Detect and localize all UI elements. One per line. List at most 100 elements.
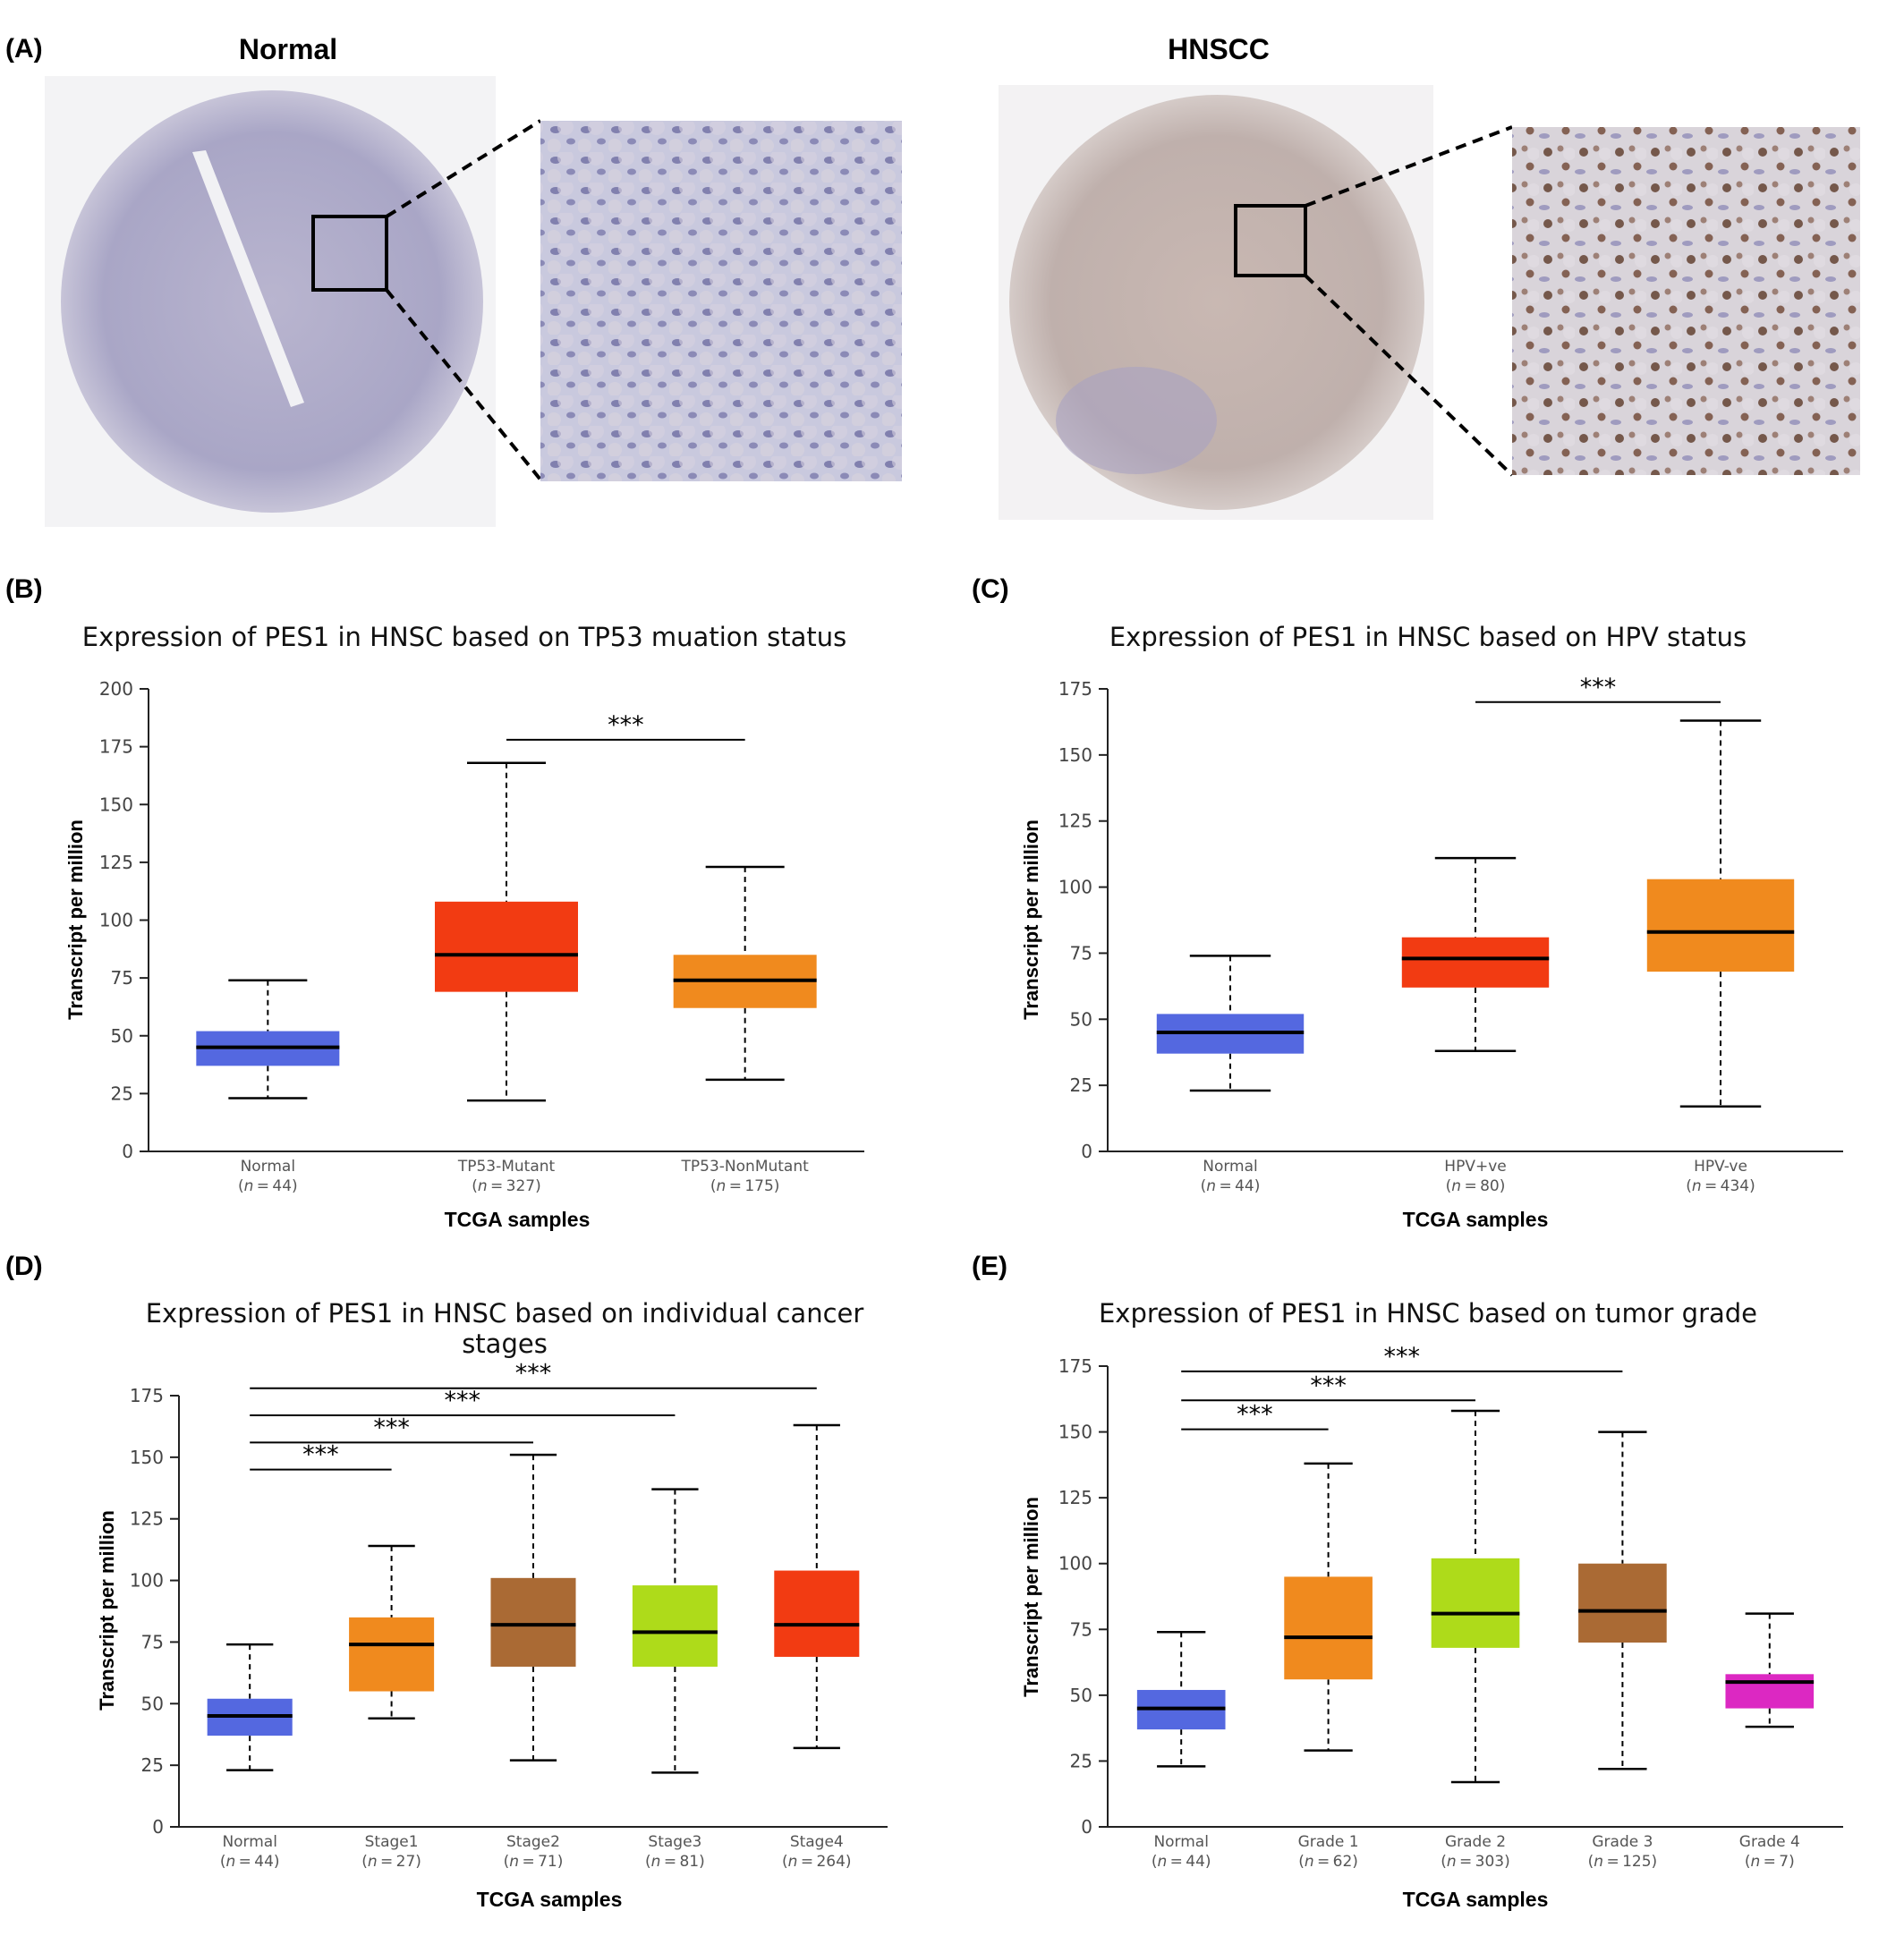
panel-label-c: (C) <box>972 574 1009 604</box>
box-1 <box>349 1544 435 1720</box>
y-axis-label: Transcript per million <box>64 819 87 1020</box>
category-label: Stage4 <box>790 1833 844 1851</box>
y-tick-label: 100 <box>130 1570 164 1592</box>
chart-title-line: stages <box>462 1329 548 1359</box>
significance-label: *** <box>302 1441 339 1469</box>
y-tick-label: 125 <box>130 1508 164 1530</box>
box-3 <box>632 1488 718 1774</box>
box-4 <box>1725 1612 1815 1728</box>
category-label: Stage2 <box>506 1833 560 1851</box>
y-tick-label: 175 <box>99 736 133 758</box>
significance-label: *** <box>1237 1401 1273 1429</box>
n-label: (n = 44) <box>220 1853 280 1871</box>
iqr-box <box>1578 1563 1667 1643</box>
category-label: Grade 2 <box>1445 1833 1506 1851</box>
normal-zoom-image <box>540 121 902 481</box>
iqr-box <box>349 1617 435 1692</box>
category-label: HPV-ve <box>1694 1158 1747 1176</box>
n-label: (n = 71) <box>504 1853 564 1871</box>
n-label: (n = 27) <box>361 1853 421 1871</box>
category-label: Normal <box>241 1158 296 1176</box>
y-tick-label: 25 <box>1070 1750 1092 1771</box>
iqr-box <box>1401 937 1550 988</box>
box-0 <box>207 1643 293 1771</box>
box-1 <box>1284 1462 1373 1752</box>
iqr-box <box>1431 1558 1520 1648</box>
n-label: (n = 62) <box>1298 1853 1358 1871</box>
y-tick-label: 25 <box>1070 1074 1092 1096</box>
charts: (B) Expression of PES1 in HNSC based on T… <box>5 574 1843 1911</box>
y-axis-label: Transcript per million <box>96 1510 118 1711</box>
n-label: (n = 44) <box>238 1177 298 1195</box>
box-0 <box>196 979 340 1100</box>
category-label: Normal <box>1203 1158 1258 1176</box>
y-tick-label: 50 <box>141 1693 164 1714</box>
y-axis-label: Transcript per million <box>1020 1497 1042 1697</box>
hnscc-tissue-image <box>999 85 1433 520</box>
category-label: Grade 1 <box>1298 1833 1359 1851</box>
hnscc-zoom-line-bottom <box>1304 274 1514 477</box>
hnscc-zoom-box <box>1234 204 1307 277</box>
y-tick-label: 25 <box>111 1083 133 1104</box>
box-2 <box>490 1453 576 1762</box>
hnscc-zoom-image <box>1512 127 1860 475</box>
iqr-box <box>632 1585 718 1667</box>
y-tick-label: 0 <box>122 1141 133 1162</box>
normal-zoom-box <box>311 215 388 292</box>
chart-title: Expression of PES1 in HNSC based on HPV … <box>1109 622 1747 652</box>
iqr-box <box>435 901 578 992</box>
category-label: Stage3 <box>648 1833 701 1851</box>
hnscc-title: HNSCC <box>1168 33 1270 65</box>
n-label: (n = 44) <box>1152 1853 1211 1871</box>
y-tick-label: 150 <box>1058 744 1092 766</box>
n-label: (n = 81) <box>645 1853 705 1871</box>
iqr-box <box>1646 879 1795 972</box>
y-tick-label: 125 <box>1058 1487 1092 1508</box>
n-label: (n = 327) <box>472 1177 541 1195</box>
category-label: Stage1 <box>365 1833 419 1851</box>
y-tick-label: 50 <box>111 1025 133 1047</box>
n-label: (n = 7) <box>1745 1853 1795 1871</box>
x-axis-label: TCGA samples <box>1403 1208 1549 1231</box>
y-tick-label: 175 <box>130 1385 164 1406</box>
chart-e: (E) Expression of PES1 in HNSC based on t… <box>972 1252 1843 1911</box>
chart-c: (C) Expression of PES1 in HNSC based on H… <box>972 574 1843 1231</box>
box-2 <box>1431 1409 1520 1784</box>
y-tick-label: 100 <box>1058 1553 1092 1575</box>
box-4 <box>774 1423 860 1750</box>
n-label: (n = 303) <box>1441 1853 1510 1871</box>
category-label: Grade 3 <box>1592 1833 1653 1851</box>
chart-title: Expression of PES1 in HNSC based on TP53… <box>82 622 846 652</box>
box-1 <box>1401 856 1550 1052</box>
significance-label: *** <box>445 1387 481 1414</box>
n-label: (n = 80) <box>1446 1177 1506 1195</box>
normal-title: Normal <box>239 33 337 65</box>
y-tick-label: 0 <box>152 1816 164 1838</box>
box-2 <box>1646 719 1795 1108</box>
significance-label: *** <box>1310 1371 1347 1399</box>
normal-zoom-line-bottom <box>385 288 542 481</box>
chart-title: Expression of PES1 in HNSC based on tumo… <box>1099 1298 1757 1329</box>
box-1 <box>435 761 578 1102</box>
y-tick-label: 125 <box>1058 811 1092 832</box>
hnscc-zoom-line-top <box>1305 125 1513 208</box>
y-tick-label: 175 <box>1058 1355 1092 1377</box>
y-tick-label: 175 <box>1058 678 1092 700</box>
y-tick-label: 150 <box>99 794 133 815</box>
iqr-box <box>490 1577 576 1667</box>
box-2 <box>673 865 817 1082</box>
iqr-box <box>774 1570 860 1657</box>
normal-tissue-image <box>45 76 496 527</box>
y-tick-label: 150 <box>130 1447 164 1468</box>
normal-zoom-line-top <box>385 119 542 218</box>
box-0 <box>1136 1630 1226 1768</box>
category-label: Grade 4 <box>1739 1833 1800 1851</box>
n-label: (n = 125) <box>1588 1853 1658 1871</box>
x-axis-label: TCGA samples <box>445 1208 591 1231</box>
chart-b: (B) Expression of PES1 in HNSC based on T… <box>5 574 864 1231</box>
n-label: (n = 44) <box>1201 1177 1261 1195</box>
y-tick-label: 75 <box>111 967 133 989</box>
n-label: (n = 264) <box>782 1853 852 1871</box>
x-axis-label: TCGA samples <box>1403 1888 1549 1911</box>
